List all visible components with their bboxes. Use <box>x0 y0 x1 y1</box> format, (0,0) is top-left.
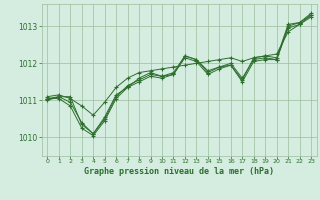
X-axis label: Graphe pression niveau de la mer (hPa): Graphe pression niveau de la mer (hPa) <box>84 167 274 176</box>
